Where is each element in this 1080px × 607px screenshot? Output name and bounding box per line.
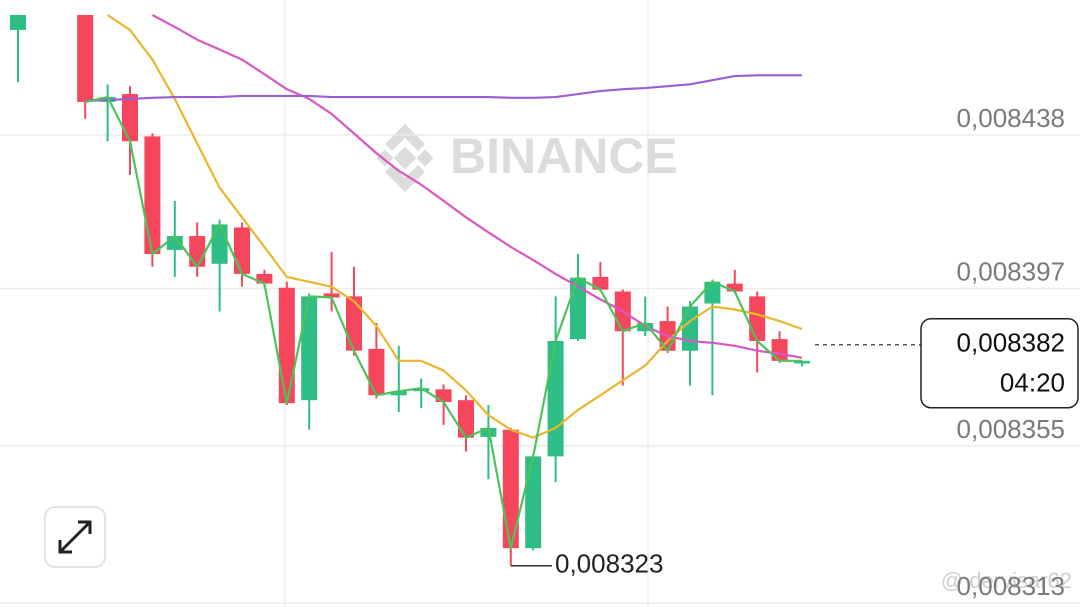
candle-body (570, 277, 586, 340)
expand-button[interactable] (44, 506, 106, 568)
candle-body (122, 94, 138, 142)
candle-body (368, 348, 385, 396)
candle-body (144, 136, 161, 255)
candle-body (256, 273, 273, 284)
y-tick-label: 0,008438 (957, 103, 1065, 133)
last-price-box (920, 317, 1079, 409)
candle-body (390, 391, 407, 396)
candle-body (794, 360, 810, 364)
candle-body (413, 388, 430, 392)
candle-body (682, 306, 698, 351)
candle-body (10, 14, 26, 30)
candle-body (749, 296, 766, 341)
candle-body (502, 429, 519, 549)
moving-average-line (85, 74, 802, 102)
y-tick-label: 0,008397 (957, 256, 1065, 286)
countdown: 04:20 (1000, 368, 1065, 398)
candle-body (234, 227, 250, 274)
credit: @ dervisar62 (941, 568, 1072, 593)
expand-icon (58, 520, 92, 554)
candle-body (435, 389, 452, 403)
candle-body (301, 296, 318, 401)
candle-body (323, 293, 340, 298)
watermark: BINANCE (450, 128, 678, 184)
candle-body (278, 287, 295, 404)
candle-body (525, 456, 542, 549)
plot: 0,008323 0,008382 04:20 (0, 14, 1080, 605)
candle-body (211, 224, 228, 264)
candle-body (77, 14, 94, 102)
moving-average-line (106, 14, 803, 439)
low-label: 0,008323 (555, 549, 663, 579)
y-tick-label: 0,008355 (957, 414, 1065, 444)
candle-body (771, 339, 788, 361)
close-line (84, 95, 802, 550)
candle-body (547, 340, 564, 457)
last-price-label: 0,008382 (957, 328, 1065, 358)
candle-body (726, 283, 743, 292)
candle-body (189, 236, 206, 267)
y-tick-label: 0,008313 (957, 571, 1065, 601)
candle-body (346, 296, 362, 351)
moving-average-line (151, 14, 803, 359)
candle-body (458, 400, 474, 438)
